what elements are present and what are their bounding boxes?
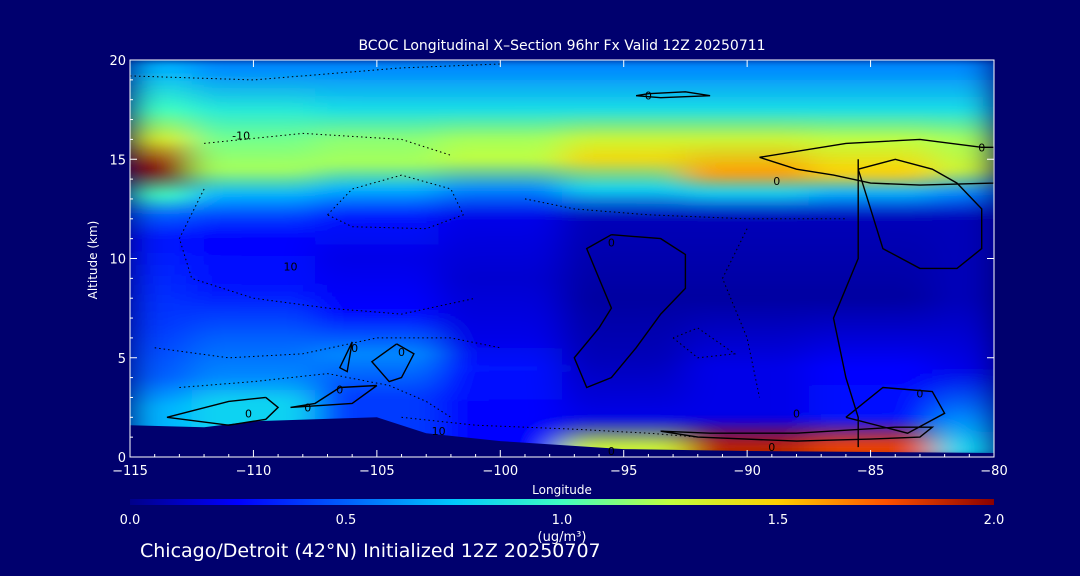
x-tick-label: −90 — [733, 464, 760, 479]
terrain-mask — [130, 417, 994, 457]
x-tick-label: −100 — [482, 464, 518, 479]
contour-solid — [166, 396, 280, 426]
contour-dotted — [204, 132, 452, 156]
contour-value-label: 0 — [645, 90, 652, 103]
contour-value-label: 0 — [608, 237, 615, 250]
y-tick-label: 0 — [118, 451, 126, 466]
contour-solid — [832, 159, 859, 448]
contour-dotted — [672, 327, 737, 359]
y-tick-label: 20 — [109, 54, 126, 69]
contour-solid — [290, 384, 378, 409]
field-column — [315, 60, 440, 457]
colorbar-tick-label: 2.0 — [984, 513, 1005, 528]
axes: −115 −110 −105 −100 −95 −90 −85 −80 0 5 10 15 20 — [109, 54, 1007, 479]
contour-value-label: 0 — [245, 407, 252, 420]
contour-dotted — [721, 228, 760, 398]
colorbar-tick-label: 0.0 — [120, 513, 141, 528]
x-tick-label: −105 — [359, 464, 395, 479]
contour-value-label: 0 — [978, 141, 985, 154]
colorbar: 0.0 0.5 1.0 1.5 2.0 — [120, 499, 1005, 528]
contour-solid — [660, 426, 935, 442]
field-column — [438, 60, 563, 457]
contour-solid — [845, 386, 946, 434]
x-tick-label: −110 — [236, 464, 272, 479]
colorbar-unit-label: (ug/m³) — [538, 530, 587, 545]
contour-value-label: 0 — [793, 407, 800, 420]
contour-value-label: -10 — [232, 129, 250, 142]
contour-dotted — [401, 416, 698, 438]
contour-solid — [338, 341, 353, 373]
x-tick-label: −80 — [980, 464, 1007, 479]
initialization-footer: Chicago/Detroit (42°N) Initialized 12Z 2… — [140, 540, 601, 562]
contour-solid — [370, 343, 415, 383]
contour-value-label: 10 — [432, 425, 446, 438]
y-tick-label: 5 — [118, 352, 126, 367]
contour-value-label: 0 — [304, 401, 311, 414]
x-tick-label: −85 — [857, 464, 884, 479]
field-column — [685, 60, 810, 457]
contour-value-label: 0 — [768, 441, 775, 454]
field-column — [808, 60, 934, 457]
contour-solid — [635, 91, 711, 99]
heatmap-field — [130, 60, 994, 457]
field-column — [932, 60, 994, 457]
contour-labels: -10 0 0 0 0 0 10 10 0 0 0 0 0 0 0 0 — [232, 90, 985, 458]
x-tick-label: −95 — [610, 464, 637, 479]
field-column — [130, 60, 193, 457]
contour-solid — [759, 138, 994, 186]
contour-solid — [573, 234, 687, 389]
contour-dotted — [179, 373, 452, 418]
x-axis-label: Longitude — [532, 483, 592, 497]
contour-value-label: 10 — [284, 260, 298, 273]
field-column — [562, 60, 687, 457]
contour-value-label: 0 — [916, 388, 923, 401]
colorbar-tick-label: 1.0 — [552, 513, 573, 528]
y-tick-label: 15 — [109, 153, 126, 168]
contour-dotted — [178, 188, 476, 315]
y-axis-label: Altitude (km) — [86, 221, 100, 300]
contour-dotted — [154, 337, 501, 359]
chart-title: BCOC Longitudinal X–Section 96hr Fx Vali… — [358, 38, 765, 54]
contour-value-label: 0 — [336, 384, 343, 397]
contour-lines — [130, 63, 994, 448]
contour-value-label: 0 — [398, 346, 405, 359]
y-tick-label: 10 — [109, 253, 126, 268]
x-tick-label: −115 — [112, 464, 148, 479]
contour-value-label: 0 — [351, 342, 358, 355]
field-column — [191, 60, 317, 457]
colorbar-tick-label: 1.5 — [768, 513, 789, 528]
contour-value-label: 0 — [608, 445, 615, 458]
contour-value-label: 0 — [773, 175, 780, 188]
colorbar-gradient — [130, 499, 994, 505]
contour-solid — [857, 158, 983, 270]
colorbar-tick-label: 0.5 — [336, 513, 357, 528]
